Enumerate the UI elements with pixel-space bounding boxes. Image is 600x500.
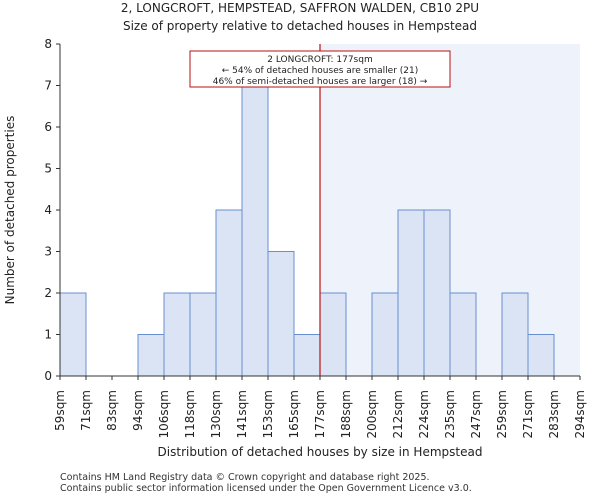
bar-235sqm <box>449 292 477 377</box>
x-tick-label-294sqm: 294sqm <box>573 390 587 438</box>
bar-200sqm <box>371 292 399 377</box>
x-tick-label-94sqm: 94sqm <box>131 390 145 431</box>
bar-94sqm <box>137 334 165 377</box>
bar-59sqm <box>59 292 87 377</box>
bar-259sqm <box>501 292 529 377</box>
y-tick-label-5: 5 <box>44 162 52 176</box>
x-tick-label-224sqm: 224sqm <box>417 390 431 438</box>
x-tick-label-141sqm: 141sqm <box>235 390 249 438</box>
x-tick-label-59sqm: 59sqm <box>53 390 67 431</box>
annotation-box <box>189 50 451 88</box>
x-axis-title: Distribution of detached houses by size … <box>158 445 483 459</box>
bar-224sqm <box>423 209 451 377</box>
x-tick-label-247sqm: 247sqm <box>469 390 483 438</box>
bar-106sqm <box>163 292 191 377</box>
x-tick-label-200sqm: 200sqm <box>365 390 379 438</box>
x-tick-label-271sqm: 271sqm <box>521 390 535 438</box>
bar-153sqm <box>267 251 295 377</box>
y-tick-label-8: 8 <box>44 37 52 51</box>
bar-177sqm <box>319 292 347 377</box>
x-tick-label-118sqm: 118sqm <box>183 390 197 438</box>
x-tick-label-177sqm: 177sqm <box>313 390 327 438</box>
chart-title: 2, LONGCROFT, HEMPSTEAD, SAFFRON WALDEN,… <box>120 1 480 15</box>
x-tick-label-106sqm: 106sqm <box>157 390 171 438</box>
annotation-line-2: ← 54% of detached houses are smaller (21… <box>222 66 419 76</box>
annotation-line-3: 46% of semi-detached houses are larger (… <box>213 77 428 87</box>
bar-212sqm <box>397 209 425 377</box>
bar-118sqm <box>189 292 217 377</box>
y-tick-label-4: 4 <box>44 203 52 217</box>
x-tick-label-165sqm: 165sqm <box>287 390 301 438</box>
x-tick-label-153sqm: 153sqm <box>261 390 275 438</box>
bar-165sqm <box>293 334 321 377</box>
footer-line-1: Contains HM Land Registry data © Crown c… <box>60 472 430 483</box>
y-tick-label-1: 1 <box>44 328 52 342</box>
bar-271sqm <box>527 334 555 377</box>
y-tick-label-6: 6 <box>44 120 52 134</box>
y-tick-label-7: 7 <box>44 79 52 93</box>
x-tick-label-235sqm: 235sqm <box>443 390 457 438</box>
footer-line-2: Contains public sector information licen… <box>60 483 472 494</box>
chart-subtitle: Size of property relative to detached ho… <box>122 19 478 33</box>
x-tick-label-259sqm: 259sqm <box>495 390 509 438</box>
bar-130sqm <box>215 209 243 377</box>
x-tick-label-71sqm: 71sqm <box>79 390 93 431</box>
x-tick-label-188sqm: 188sqm <box>339 390 353 438</box>
x-tick-label-212sqm: 212sqm <box>391 390 405 438</box>
y-tick-label-0: 0 <box>44 369 52 383</box>
x-tick-label-283sqm: 283sqm <box>547 390 561 438</box>
y-tick-label-2: 2 <box>44 286 52 300</box>
y-tick-label-3: 3 <box>44 245 52 259</box>
x-tick-label-130sqm: 130sqm <box>209 390 223 438</box>
x-tick-label-83sqm: 83sqm <box>105 390 119 431</box>
y-axis-title: Number of detached properties <box>3 116 17 305</box>
annotation-line-1: 2 LONGCROFT: 177sqm <box>267 55 372 65</box>
bar-141sqm <box>241 85 269 377</box>
